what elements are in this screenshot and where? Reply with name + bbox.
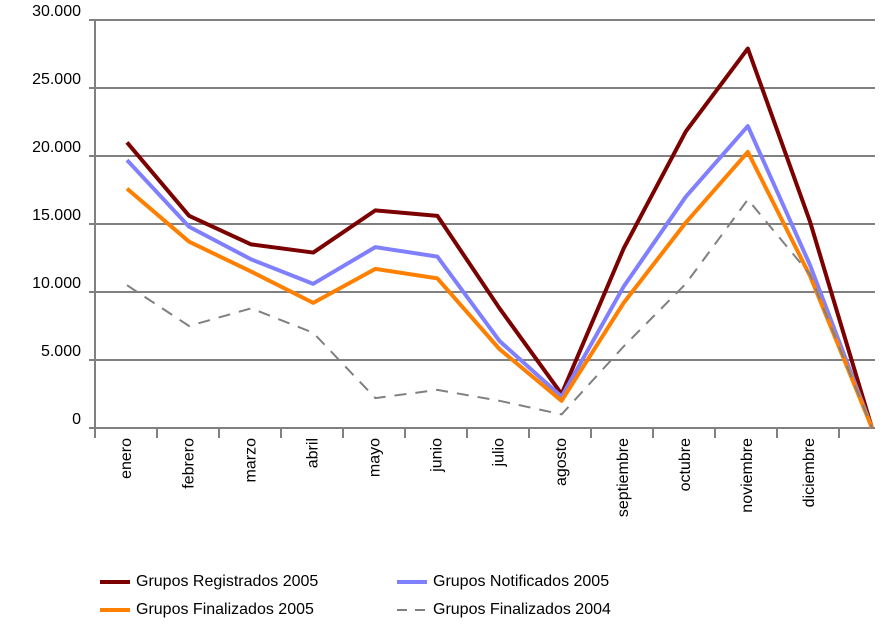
x-tick-label: junio [429,438,446,473]
y-tick-label: 15.000 [32,207,81,224]
x-tick-label: septiembre [615,438,632,517]
y-tick-label: 20.000 [32,139,81,156]
y-tick-label: 30.000 [32,3,81,20]
x-tick-label: abril [304,438,321,468]
x-tick-label: agosto [553,438,570,486]
legend-label: Grupos Finalizados 2004 [433,601,611,618]
y-tick-label: 5.000 [41,343,81,360]
x-tick-label: julio [491,438,508,468]
x-tick-label: diciembre [801,438,818,507]
y-tick-label: 25.000 [32,71,81,88]
legend-label: Grupos Notificados 2005 [433,573,609,590]
legend-label: Grupos Finalizados 2005 [136,601,314,618]
legend-label: Grupos Registrados 2005 [136,573,318,590]
x-tick-label: mayo [367,438,384,477]
x-tick-label: marzo [242,438,259,483]
x-tick-label: febrero [180,438,197,489]
y-tick-label: 0 [72,411,81,428]
x-tick-label: enero [118,438,135,479]
series-line [125,46,874,429]
series-line [126,198,873,429]
x-tick-label: noviembre [739,438,756,513]
series-line [125,149,874,429]
series-line [125,124,874,429]
x-tick-label: octubre [677,438,694,491]
y-tick-label: 10.000 [32,275,81,292]
